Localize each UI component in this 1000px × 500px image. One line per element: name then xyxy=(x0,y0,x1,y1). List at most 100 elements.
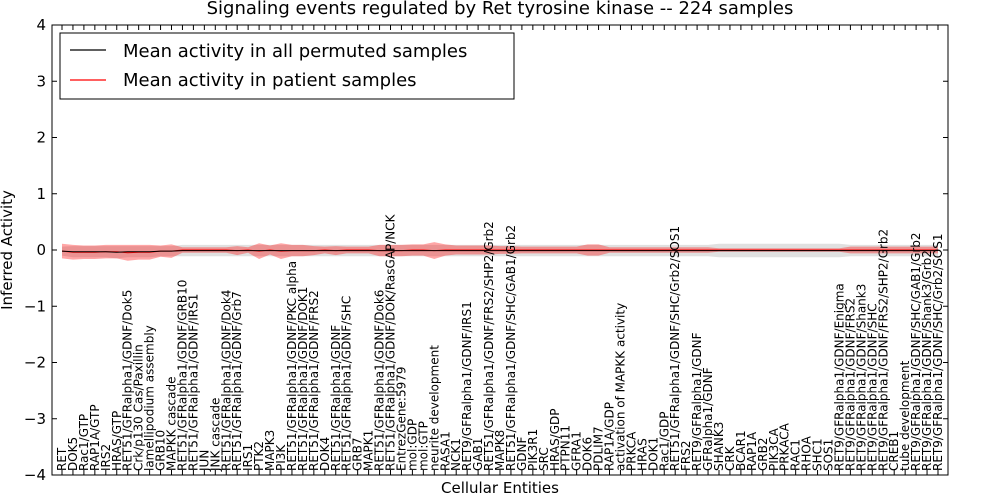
x-tick-label: GFRalpha1/GDNF xyxy=(701,367,715,471)
x-tick-label: GRB2 xyxy=(756,437,770,471)
x-tick-label: RAP1A/GDP xyxy=(603,402,617,471)
x-tick-label: PRKCA xyxy=(624,431,638,471)
x-tick-label: RET9/GFRalpha1/GDNF/SHC xyxy=(865,303,879,471)
x-tick-label: RET9/GFRalpha1/GDNF/IRS1 xyxy=(460,301,474,471)
x-tick-label: MAPK1 xyxy=(362,430,376,471)
x-tick-label: Rac1/GDP xyxy=(657,412,671,471)
x-tick-label: lamellipodium assembly xyxy=(143,325,157,471)
y-tick-label: −4 xyxy=(24,466,46,484)
x-tick-label: BCAR1 xyxy=(734,430,748,471)
x-tick-label: RET51/GFRalpha1/GDNF/Dok4 xyxy=(219,290,233,471)
x-tick-label: RET51/GFRalpha1/GDNF/PKC alpha xyxy=(285,261,299,471)
x-tick-label: mol:GTP xyxy=(416,421,430,471)
y-axis-ticks: 4 3 2 1 0 −1 −2 −3 −4 xyxy=(24,16,948,484)
x-tick-label: activation of MAPKK activity xyxy=(613,303,627,471)
x-tick-label: IRS2 xyxy=(99,444,113,471)
y-tick-label: 0 xyxy=(36,241,46,259)
x-tick-label: DOK6 xyxy=(581,437,595,471)
chart-title: Signaling events regulated by Ret tyrosi… xyxy=(207,0,794,19)
y-axis-label: Inferred Activity xyxy=(0,190,16,310)
x-tick-label: RET9/GFRalpha1/GDNF/Enigma xyxy=(832,283,846,471)
x-tick-label: HRAS/GTP xyxy=(110,411,124,471)
x-tick-label: RET51/GFRalpha1/GDNF/FRS2/SHP2/Grb2 xyxy=(482,221,496,471)
series-line-permuted xyxy=(61,250,938,253)
x-tick-label: RAP1A xyxy=(745,431,759,471)
x-tick-label: GFRA1 xyxy=(570,431,584,471)
x-tick-label: PI3K xyxy=(274,444,288,471)
x-tick-label: RET xyxy=(55,447,69,471)
x-tick-label: mol:GDP xyxy=(405,419,419,471)
x-tick-label: RET9/GFRalpha1/GDNF/SHC/Grb2/SOS1 xyxy=(931,233,945,471)
x-tick-label: RET9/GFRalpha1/GDNF xyxy=(690,332,704,471)
x-tick-label: Rac1/GTP xyxy=(77,414,91,471)
x-tick-label: PRKACA xyxy=(778,422,792,471)
x-tick-label: RET51/GFRalpha1/GDNF/Dok5 xyxy=(121,290,135,471)
plot-frame xyxy=(51,24,949,476)
x-tick-label: RASA1 xyxy=(438,431,452,471)
x-axis-label: Cellular Entities xyxy=(441,479,559,497)
x-tick-label: RET9/GFRalpha1/GDNF/FRS2 xyxy=(843,298,857,471)
x-tick-label: PIK3R1 xyxy=(526,429,540,471)
x-tick-label: RET51/GFRalpha1/GDNF/IRS1 xyxy=(186,294,200,471)
x-tick-label: CRK xyxy=(723,445,737,471)
x-tick-label: RHOA xyxy=(800,435,814,471)
x-tick-label: HRAS xyxy=(635,438,649,471)
x-tick-label: DOK4 xyxy=(318,437,332,471)
x-tick-label: DOK5 xyxy=(66,437,80,471)
y-tick-label: 4 xyxy=(36,16,46,34)
x-tick-label: PIK3CA xyxy=(767,427,781,471)
x-tick-label: SHC1 xyxy=(811,438,825,471)
x-tick-label: MAPKK cascade xyxy=(165,376,179,471)
confidence-bands xyxy=(62,242,938,261)
x-tick-label: RET51/GFRalpha1/GDNF/SHC/GAB1/Grb2 xyxy=(504,225,518,471)
x-tick-label: MAPK3 xyxy=(263,430,277,471)
x-tick-label: RAP1A/GTP xyxy=(88,404,102,471)
x-tick-label: tube development xyxy=(898,360,912,471)
x-tick-label: CREB1 xyxy=(887,431,901,471)
x-tick-label: RAC1 xyxy=(789,439,803,471)
x-tick-label: NCK1 xyxy=(449,438,463,471)
x-tick-label: neurite development xyxy=(427,345,441,471)
x-tick-label: FRS2 xyxy=(679,441,693,472)
x-tick-label: RET51/GFRalpha1/GDNF/FRS2 xyxy=(307,290,321,471)
x-tick-label: IRS1 xyxy=(241,444,255,471)
x-tick-label: RET51/GFRalpha1/GDNF/GRB10 xyxy=(175,280,189,471)
x-tick-label: GDNF xyxy=(515,436,529,471)
x-tick-label: JNK cascade xyxy=(208,398,222,472)
x-tick-label: SHANK3 xyxy=(712,422,726,471)
legend-box xyxy=(59,32,515,100)
x-tick-label: HRAS/GDP xyxy=(548,408,562,471)
y-tick-label: −3 xyxy=(24,410,46,428)
x-tick-label: GRB10 xyxy=(154,430,168,471)
legend: Mean activity in all permuted samples Me… xyxy=(59,32,515,100)
x-tick-label: MAPK8 xyxy=(493,430,507,471)
x-tick-label: RET51/GFRalpha1/GDNF xyxy=(329,325,343,471)
y-tick-label: −1 xyxy=(24,297,46,315)
x-tick-label: RET9/GFRalpha1/GDNF/SHC/GAB1/Grb2 xyxy=(909,232,923,471)
x-tick-label: RET51/GFRalpha1/GDNF/DOK1 xyxy=(296,287,310,471)
x-tick-label: PTPN11 xyxy=(559,425,573,471)
x-tick-label: RET51/GFRalpha1/GDNF/SHC xyxy=(340,296,354,471)
x-tick-label: RET9/GFRalpha1/GDNF/FRS2/SHP2/Grb2 xyxy=(876,229,890,471)
x-tick-label: SOS1 xyxy=(822,439,836,471)
x-tick-label: DOK1 xyxy=(646,437,660,471)
x-tick-label: PDLIM7 xyxy=(592,426,606,471)
y-tick-label: 3 xyxy=(36,72,46,90)
x-tick-label: GAB1 xyxy=(471,438,485,471)
x-tick-label: RET51/GFRalpha1/GDNF/Grb7 xyxy=(230,291,244,471)
x-tick-label: JUN xyxy=(197,450,211,472)
y-tick-label: 2 xyxy=(36,129,46,147)
x-tick-label: SRC xyxy=(537,447,551,471)
x-tick-label: RET9/GFRalpha1/GDNF/Shank3 xyxy=(854,284,868,471)
legend-label-permuted: Mean activity in all permuted samples xyxy=(123,41,467,62)
x-tick-label: RET9/GFRalpha1/GDNF/Shank3/Grb2 xyxy=(920,250,934,471)
series-lines xyxy=(61,249,938,254)
x-tick-label: RET51/GFRalpha1/GDNF/SHC/Grb2/SOS1 xyxy=(668,226,682,471)
x-axis-tick-labels: RETDOK5Rac1/GTPRAP1A/GTPIRS2HRAS/GTPRET5… xyxy=(55,25,945,475)
y-tick-label: 1 xyxy=(36,185,46,203)
series-line-patient xyxy=(61,249,938,254)
x-tick-label: RET51/GFRalpha1/GDNF/Dok6 xyxy=(373,290,387,471)
legend-label-patient: Mean activity in patient samples xyxy=(123,70,417,91)
x-tick-label: GRB7 xyxy=(351,437,365,471)
